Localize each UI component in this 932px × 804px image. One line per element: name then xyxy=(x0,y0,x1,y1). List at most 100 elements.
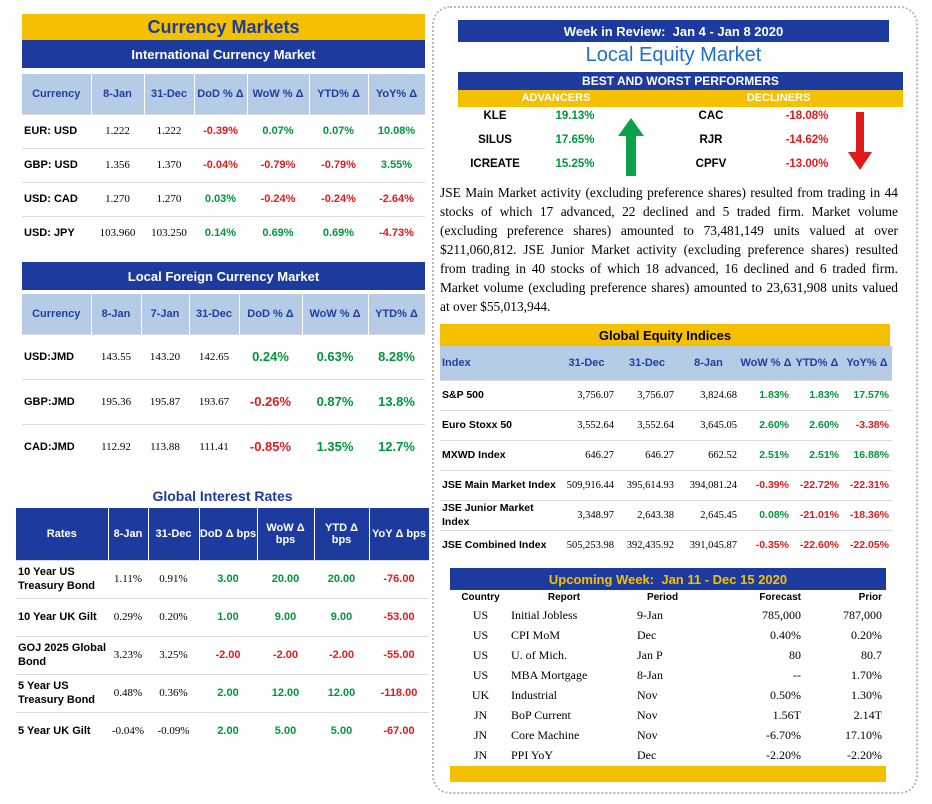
cell-value: Core Machine xyxy=(511,727,580,742)
cell-value: 787,000 xyxy=(843,607,882,622)
row-label: MXWD Index xyxy=(440,439,556,470)
cell-value: -53.00 xyxy=(369,597,429,636)
cell-value: -0.39% xyxy=(194,113,247,148)
week-review-title: Week in Review: Jan 4 - Jan 8 2020 xyxy=(563,23,784,39)
cell-value: -0.79% xyxy=(247,147,309,182)
cell-value: 2.60% xyxy=(740,409,792,440)
cell-value: PPI YoY xyxy=(511,747,554,762)
cell-value: Nov xyxy=(637,707,658,722)
cell-value: 0.07% xyxy=(247,113,309,148)
cell-value: 1.370 xyxy=(144,147,194,182)
cell-value: 3,552.64 xyxy=(556,409,617,440)
cell-value: Nov xyxy=(637,727,658,742)
performer-change: -13.00% xyxy=(785,158,829,170)
col-header: WoW Δ bps xyxy=(257,508,315,560)
right-panel-border xyxy=(432,6,918,794)
week-review-bar: Week in Review: Jan 4 - Jan 8 2020 xyxy=(458,20,889,42)
advancers-header: ADVANCERS xyxy=(458,90,654,107)
indices-title-bar: Global Equity Indices xyxy=(440,324,890,346)
col-header: DoD % Δ xyxy=(194,74,248,114)
cell-value: 8-Jan xyxy=(637,667,663,682)
col-header: Rates xyxy=(16,508,109,560)
col-header: Currency xyxy=(22,74,92,114)
cell-value: 0.20% xyxy=(851,627,882,642)
local-currency-title: Local Foreign Currency Market xyxy=(127,268,320,284)
table-row: MXWD Index 646.27 646.27 662.52 2.51% 2.51% 16… xyxy=(440,439,892,470)
cell-value: 391,045.87 xyxy=(677,529,740,560)
cell-value: Industrial xyxy=(511,687,557,702)
cell-value: -0.26% xyxy=(239,378,302,424)
col-header: Index xyxy=(442,356,471,369)
cell-value: 0.03% xyxy=(194,181,247,216)
performer-ticker: CAC xyxy=(698,110,724,122)
cell-value: 2.14T xyxy=(853,707,882,722)
cell-value: -118.00 xyxy=(369,673,429,712)
cell-value: 509,916.44 xyxy=(556,469,617,500)
cell-value: 1.00 xyxy=(199,597,257,636)
cell-value: 3,824.68 xyxy=(677,379,740,410)
row-label: JSE Main Market Index xyxy=(440,469,556,500)
cell-value: 3,756.07 xyxy=(617,379,677,410)
table-row: Euro Stoxx 50 3,552.64 3,552.64 3,645.05 2.6… xyxy=(440,409,892,440)
interest-rates-title: Global Interest Rates xyxy=(152,488,293,504)
cell-value: -2.20% xyxy=(766,747,801,762)
table-row: 10 Year UK Gilt 0.29% 0.20% 1.00 9.00 9.00 -53… xyxy=(16,597,429,636)
cell-value: 113.88 xyxy=(141,423,189,469)
col-header: Period xyxy=(646,592,679,603)
cell-value: -0.24% xyxy=(309,181,368,216)
cell-value: 1.270 xyxy=(144,181,194,216)
cell-value: 143.20 xyxy=(141,333,189,379)
cell-value: 12.7% xyxy=(368,423,425,469)
cell-value: 3,645.05 xyxy=(677,409,740,440)
col-header: DoD Δ bps xyxy=(199,508,258,560)
cell-value: 0.48% xyxy=(108,673,148,712)
cell-value: 2.60% xyxy=(792,409,842,440)
table-row: 10 Year US Treasury Bond 1.11% 0.91% 3.00 20… xyxy=(16,559,429,598)
cell-value: U. of Mich. xyxy=(511,647,567,662)
row-label: 10 Year UK Gilt xyxy=(16,597,108,636)
up-arrow-icon xyxy=(618,118,644,176)
cell-value: 1.356 xyxy=(91,147,144,182)
cell-value: 0.08% xyxy=(740,499,792,530)
cell-value: -22.60% xyxy=(792,529,842,560)
col-header: 31-Dec xyxy=(148,508,200,560)
row-label: EUR: USD xyxy=(22,113,91,148)
cell-value: 1.83% xyxy=(740,379,792,410)
col-header: 31-Dec xyxy=(144,74,195,114)
table-row: US U. of Mich. Jan P 80 80.7 xyxy=(450,645,886,665)
table-row: US CPI MoM Dec 0.40% 0.20% xyxy=(450,625,886,645)
cell-value: 0.40% xyxy=(770,627,801,642)
col-header: 8-Jan xyxy=(694,356,723,369)
cell-value: 3.23% xyxy=(108,635,148,674)
col-header: YoY% Δ xyxy=(368,74,426,114)
performer-ticker: CPFV xyxy=(695,158,727,170)
col-header: DoD % Δ xyxy=(239,294,303,334)
row-label: S&P 500 xyxy=(440,379,556,410)
intl-currency-title-bar: International Currency Market xyxy=(22,40,425,68)
cell-value: 0.24% xyxy=(239,333,302,379)
col-header: 31-Dec xyxy=(568,356,605,369)
table-row: GBP: USD 1.356 1.370 -0.04% -0.79% -0.79% 3.55… xyxy=(22,147,425,182)
row-label: JN xyxy=(473,747,488,762)
row-label: 5 Year UK Gilt xyxy=(16,711,108,750)
cell-value: 1.222 xyxy=(144,113,194,148)
cell-value: 143.55 xyxy=(91,333,141,379)
table-row: JSE Junior Market Index 3,348.97 2,643.38 2… xyxy=(440,499,892,530)
cell-value: Dec xyxy=(637,627,657,642)
cell-value: 17.57% xyxy=(842,379,892,410)
row-label: USD: JPY xyxy=(22,215,91,250)
cell-value: -2.00 xyxy=(257,635,314,674)
cell-value: 3.00 xyxy=(199,559,257,598)
performers-title: BEST AND WORST PERFORMERS xyxy=(582,74,779,88)
table-row: JN Core Machine Nov -6.70% 17.10% xyxy=(450,725,886,745)
cell-value: 0.29% xyxy=(108,597,148,636)
cell-value: 0.69% xyxy=(309,215,368,250)
col-header: WoW % Δ xyxy=(302,294,369,334)
col-header: 8-Jan xyxy=(91,294,142,334)
cell-value: 3,756.07 xyxy=(556,379,617,410)
cell-value: CPI MoM xyxy=(511,627,561,642)
row-label: JSE Combined Index xyxy=(440,529,556,560)
row-label: GOJ 2025 Global Bond xyxy=(16,635,108,674)
table-row: GBP:JMD 195.36 195.87 193.67 -0.26% 0.87% 13.8… xyxy=(22,378,425,424)
cell-value: 646.27 xyxy=(556,439,617,470)
